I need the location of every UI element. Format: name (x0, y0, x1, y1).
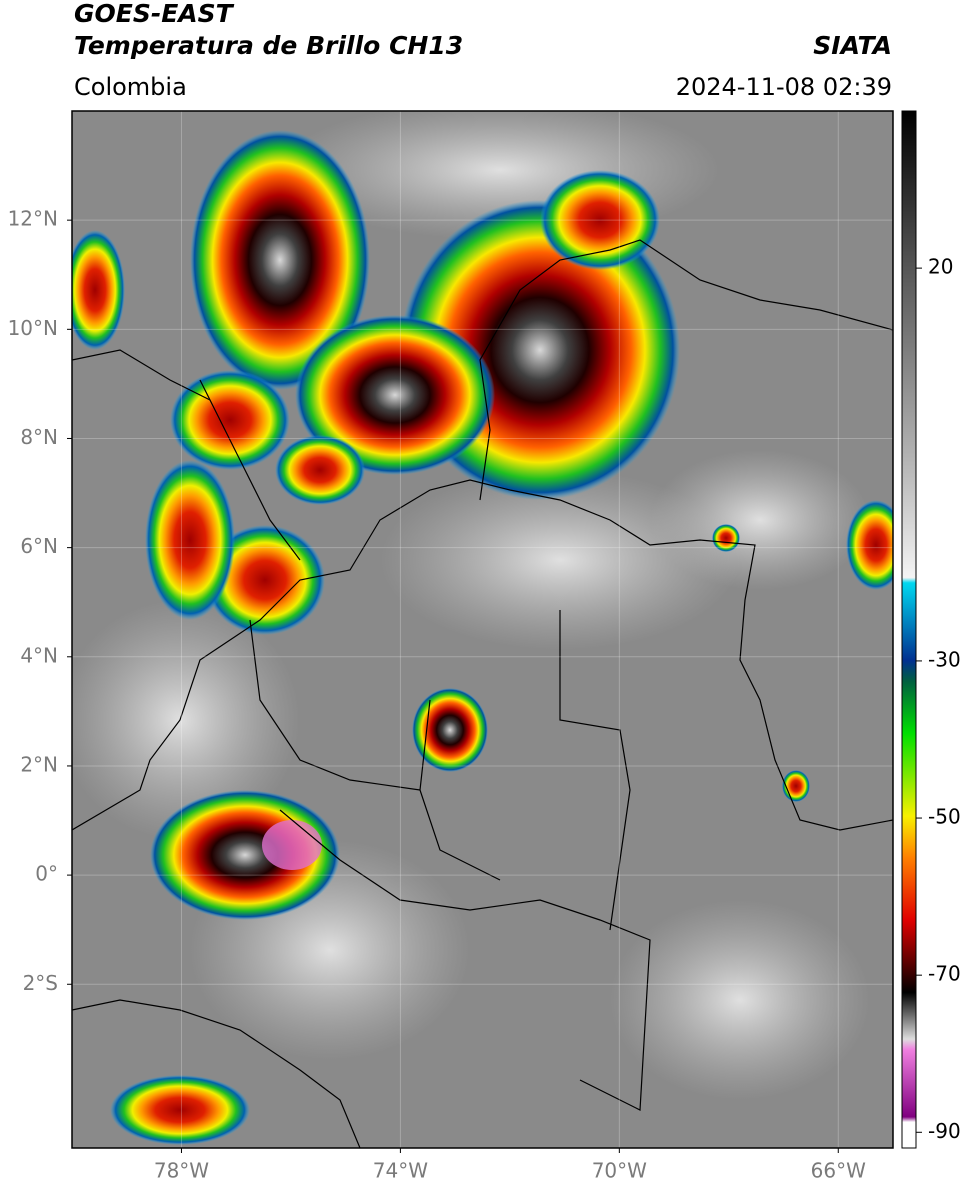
y-tick-label: 12°N (8, 207, 58, 231)
datetime: 2024-11-08 02:39 (676, 73, 892, 101)
graticule (72, 111, 893, 1148)
colorbar-tick-label: -90 (928, 1119, 961, 1143)
x-tick-label: 74°W (373, 1159, 428, 1183)
satellite-image (72, 111, 893, 1148)
colorbar-tick-label: -70 (928, 962, 961, 986)
y-tick-label: 10°N (8, 316, 58, 340)
colorbar (901, 110, 917, 1149)
colorbar-tick-label: -30 (928, 647, 961, 671)
y-tick-label: 6°N (20, 534, 58, 558)
colorbar-tick-label: -50 (928, 805, 961, 829)
product-title: Temperatura de Brillo CH13 (74, 31, 463, 60)
x-tick-label: 70°W (592, 1159, 647, 1183)
y-tick-label: 2°S (23, 971, 58, 995)
x-tick-label: 66°W (811, 1159, 866, 1183)
map-frame (71, 110, 894, 1149)
region: Colombia (74, 73, 187, 101)
y-tick-label: 2°N (20, 752, 58, 776)
satellite-title: GOES-EAST (74, 0, 235, 28)
colorbar-tick-label: 20 (928, 255, 953, 279)
y-tick-label: 4°N (20, 643, 58, 667)
x-tick-label: 78°W (154, 1159, 209, 1183)
y-tick-label: 0° (35, 862, 58, 886)
source: SIATA (813, 31, 892, 60)
y-tick-label: 8°N (20, 425, 58, 449)
